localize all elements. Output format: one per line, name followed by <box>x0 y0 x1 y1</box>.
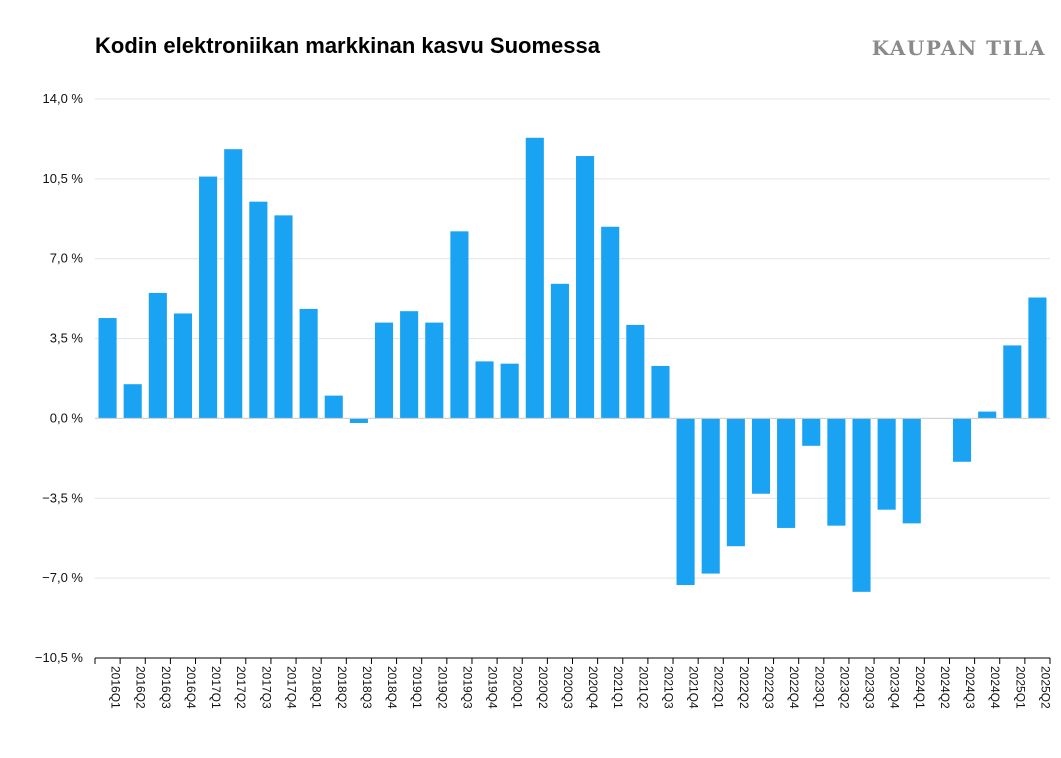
y-axis-labels: 14,0 % 10,5 % 7,0 % 3,5 % 0,0 % −3,5 % −7,0 % −… <box>35 91 84 665</box>
x-tick-label: 2022Q2 <box>737 666 751 709</box>
bar <box>952 418 972 462</box>
x-tick-label: 2019Q1 <box>410 666 424 709</box>
y-tick-label: 14,0 % <box>43 91 84 106</box>
bar <box>852 418 871 592</box>
bar <box>123 384 142 419</box>
x-tick-label: 2018Q2 <box>335 666 349 709</box>
x-tick-label: 2021Q4 <box>687 666 701 709</box>
x-tick-label: 2019Q2 <box>435 666 449 709</box>
bar <box>1003 345 1022 419</box>
bar <box>751 418 771 494</box>
x-tick-label: 2016Q1 <box>109 666 123 709</box>
x-tick-label: 2022Q4 <box>787 666 801 709</box>
x-tick-label: 2018Q1 <box>310 666 324 709</box>
x-tick-label: 2021Q3 <box>661 666 675 709</box>
x-tick-label: 2022Q3 <box>762 666 776 709</box>
brand-logo: KAUPAN TILA <box>871 36 1046 60</box>
bar <box>1028 297 1047 419</box>
bar <box>902 418 921 524</box>
bar <box>349 418 368 423</box>
x-tick-label: 2019Q4 <box>486 666 500 709</box>
x-tick-label: 2020Q1 <box>511 666 525 709</box>
bar <box>726 418 745 547</box>
bar <box>651 365 670 419</box>
bar <box>601 226 620 419</box>
x-tick-label: 2022Q1 <box>712 666 726 709</box>
x-tick-label: 2024Q2 <box>938 666 952 709</box>
x-tick-label: 2025Q1 <box>1013 666 1027 709</box>
bar <box>676 418 695 585</box>
bar <box>827 418 846 526</box>
x-tick-label: 2023Q3 <box>863 666 877 709</box>
bar <box>550 283 569 419</box>
x-tick-label: 2021Q1 <box>611 666 625 709</box>
bar <box>173 313 193 419</box>
x-tick-label: 2018Q3 <box>360 666 374 709</box>
x-tick-label: 2023Q4 <box>888 666 902 709</box>
bar <box>626 324 645 419</box>
bar <box>224 149 243 419</box>
x-tick-label: 2018Q4 <box>385 666 399 709</box>
bar <box>978 411 997 419</box>
bar <box>374 322 394 419</box>
x-tick-label: 2017Q4 <box>284 666 298 709</box>
x-tick-label: 2024Q1 <box>913 666 927 709</box>
x-tick-label: 2020Q4 <box>586 666 600 709</box>
bar <box>777 418 796 528</box>
bar <box>500 363 519 419</box>
bars <box>98 137 1047 592</box>
y-tick-label: 3,5 % <box>50 331 84 346</box>
bar <box>877 418 896 510</box>
bar <box>249 201 268 419</box>
bar <box>274 215 293 419</box>
x-tick-label: 2016Q3 <box>159 666 173 709</box>
y-tick-label: −7,0 % <box>42 570 83 585</box>
x-tick-label: 2025Q2 <box>1038 666 1052 709</box>
x-tick-label: 2016Q4 <box>184 666 198 709</box>
y-tick-label: −3,5 % <box>42 490 83 505</box>
bar <box>576 156 595 419</box>
y-tick-label: −10,5 % <box>35 650 84 665</box>
bar <box>425 322 444 419</box>
chart-title: Kodin elektroniikan markkinan kasvu Suom… <box>95 33 600 58</box>
x-tick-label: 2024Q3 <box>963 666 977 709</box>
x-tick-label: 2024Q4 <box>988 666 1002 709</box>
x-tick-label: 2017Q1 <box>209 666 223 709</box>
y-tick-label: 0,0 % <box>50 410 84 425</box>
x-tick-label: 2023Q2 <box>837 666 851 709</box>
y-tick-label: 10,5 % <box>43 171 84 186</box>
bar <box>802 418 821 446</box>
x-tick-label: 2016Q2 <box>134 666 148 709</box>
x-tick-label: 2020Q2 <box>536 666 550 709</box>
bar <box>525 137 544 419</box>
bar <box>324 395 343 419</box>
bar <box>450 231 469 419</box>
bar <box>299 308 318 419</box>
x-axis <box>94 417 1051 664</box>
bar <box>475 361 494 419</box>
bar <box>98 318 117 419</box>
bar <box>701 418 720 574</box>
x-tick-label: 2017Q2 <box>234 666 248 709</box>
x-axis-labels: 2016Q1 2016Q2 2016Q3 2016Q4 2017Q1 2017Q2 2017… <box>109 666 1053 709</box>
bar <box>400 311 419 419</box>
bar <box>199 176 218 419</box>
x-tick-label: 2023Q1 <box>812 666 826 709</box>
bar <box>148 292 167 419</box>
y-tick-label: 7,0 % <box>50 251 84 266</box>
x-tick-label: 2017Q3 <box>259 666 273 709</box>
x-tick-label: 2021Q2 <box>636 666 650 709</box>
x-tick-label: 2019Q3 <box>460 666 474 709</box>
x-tick-label: 2020Q3 <box>561 666 575 709</box>
